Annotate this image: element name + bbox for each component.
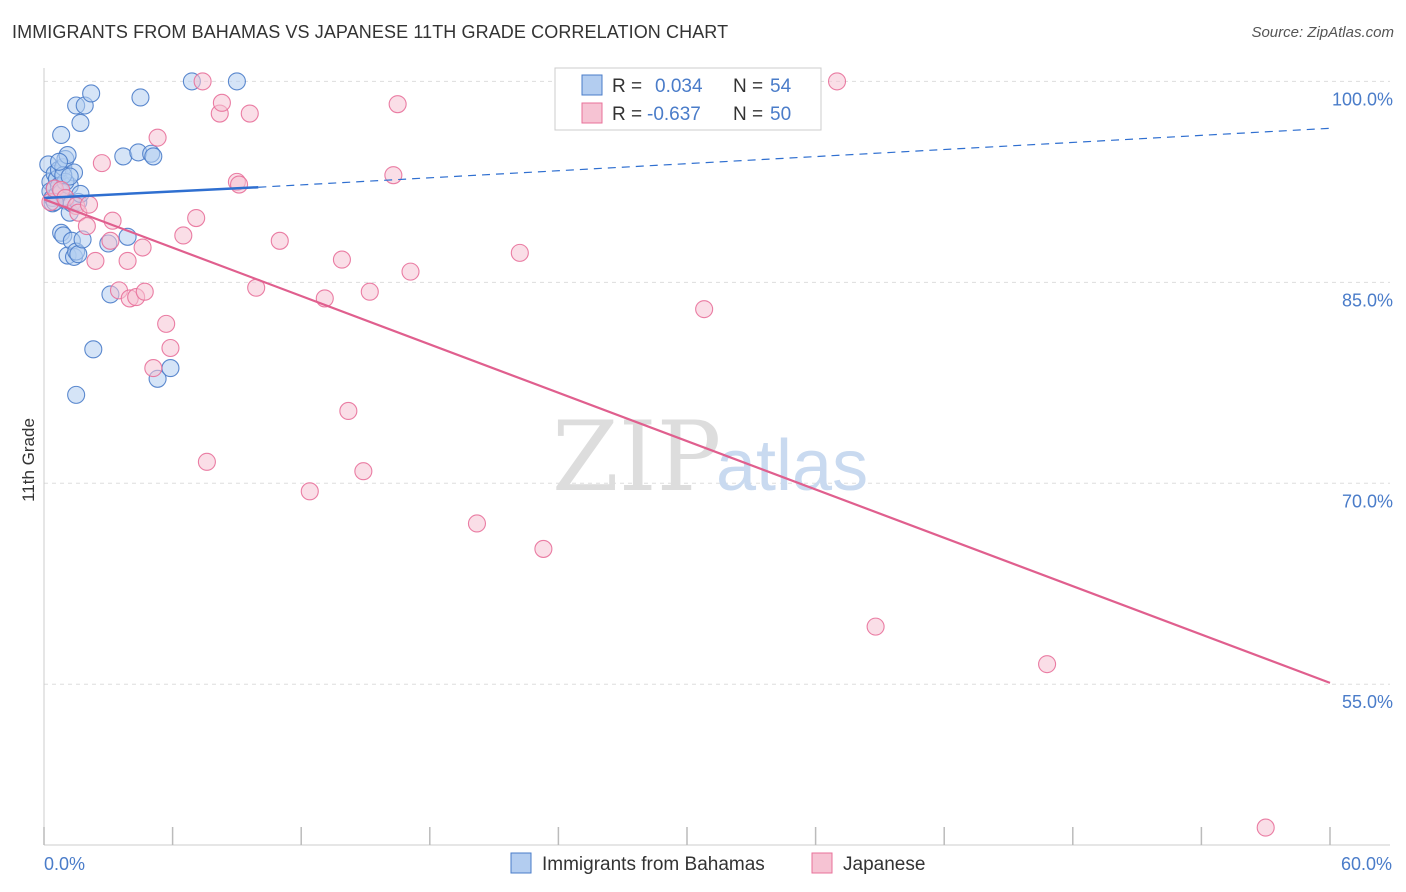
bahamas-point: [60, 167, 79, 186]
japanese-point: [133, 238, 152, 257]
bahamas-point: [131, 88, 150, 107]
x-tick-labels: 0.0% 60.0%: [44, 854, 1392, 874]
japanese-point: [354, 462, 373, 481]
watermark: ZIP atlas: [552, 401, 868, 513]
bottom-legend-label-bahamas: Immigrants from Bahamas: [542, 854, 765, 875]
japanese-point: [101, 231, 120, 250]
y-tick-label: 70.0%: [1342, 491, 1393, 511]
japanese-point: [300, 482, 319, 501]
japanese-point: [339, 401, 358, 421]
japanese-point: [197, 452, 216, 471]
legend-r-label-japanese: R =: [612, 104, 642, 125]
japanese-point: [332, 250, 351, 269]
legend-r-value-bahamas: 0.034: [655, 76, 703, 97]
bottom-legend-label-japanese: Japanese: [843, 854, 925, 875]
japanese-trend-line: [43, 198, 1331, 684]
japanese-point: [77, 217, 96, 236]
x-tick-label: 60.0%: [1341, 854, 1392, 874]
japanese-point: [118, 251, 137, 270]
legend-r-value-japanese: -0.637: [647, 104, 701, 125]
japanese-point: [384, 166, 403, 185]
chart-title: IMMIGRANTS FROM BAHAMAS VS JAPANESE 11TH…: [12, 22, 729, 42]
japanese-point: [401, 262, 420, 281]
japanese-point: [270, 231, 289, 250]
legend-n-label-japanese: N =: [733, 104, 763, 125]
y-tick-labels: 100.0% 85.0% 70.0% 55.0%: [1332, 89, 1393, 712]
trend-lines: [43, 127, 1331, 684]
legend-n-label-bahamas: N =: [733, 76, 763, 97]
watermark-zip: ZIP: [552, 401, 721, 513]
japanese-point: [360, 282, 379, 301]
japanese-point: [86, 251, 105, 270]
japanese-point: [135, 282, 154, 301]
japanese-point: [866, 617, 885, 636]
japanese-point: [229, 175, 249, 194]
bahamas-point: [82, 84, 101, 103]
japanese-point: [187, 208, 206, 228]
series-japanese-points: [41, 72, 1275, 837]
legend-r-label-bahamas: R =: [612, 76, 642, 97]
bahamas-point: [67, 385, 86, 404]
japanese-point: [79, 195, 99, 214]
bottom-legend: Immigrants from Bahamas Japanese: [510, 852, 925, 875]
japanese-point: [1256, 818, 1275, 837]
legend-swatch-japanese: [581, 102, 603, 124]
y-tick-label: 55.0%: [1342, 692, 1393, 712]
chart-source: Source: ZipAtlas.com: [1251, 24, 1394, 41]
japanese-point: [92, 154, 111, 173]
watermark-atlas: atlas: [716, 426, 868, 506]
japanese-point: [148, 128, 167, 147]
japanese-point: [388, 95, 407, 114]
legend-n-value-japanese: 50: [770, 104, 791, 125]
bottom-legend-swatch-bahamas: [510, 852, 532, 874]
bahamas-point: [114, 147, 133, 166]
japanese-point: [1038, 655, 1057, 674]
japanese-point: [510, 243, 529, 262]
legend-box: R = 0.034 N = 54 R = -0.637 N = 50: [554, 67, 822, 131]
bahamas-point: [161, 359, 180, 378]
legend-swatch-bahamas: [581, 74, 603, 96]
japanese-point: [534, 539, 553, 558]
series-bahamas-points: [39, 72, 246, 404]
gridlines: [44, 80, 1390, 685]
bahamas-point: [144, 147, 163, 166]
japanese-point: [240, 104, 259, 123]
legend-n-value-bahamas: 54: [770, 76, 792, 97]
japanese-point: [695, 300, 714, 319]
bahamas-point: [84, 340, 103, 359]
japanese-point: [827, 72, 847, 91]
japanese-point: [467, 514, 487, 533]
bahamas-point: [227, 72, 246, 91]
y-axis-title: 11th Grade: [19, 418, 38, 502]
bahamas-point: [71, 113, 90, 132]
bahamas-trend-line: [43, 185, 259, 200]
y-tick-label: 85.0%: [1342, 290, 1393, 310]
bottom-legend-swatch-japanese: [811, 852, 833, 874]
japanese-point: [193, 72, 212, 91]
x-tick-label: 0.0%: [44, 854, 85, 874]
bahamas-point: [49, 152, 69, 171]
japanese-point: [212, 93, 231, 112]
japanese-point: [144, 359, 163, 378]
japanese-point: [161, 338, 180, 358]
y-tick-label: 100.0%: [1332, 89, 1393, 109]
japanese-point: [174, 226, 193, 245]
bahamas-point: [52, 125, 71, 145]
axes: [43, 68, 1390, 846]
bahamas-trend-extension: [258, 127, 1331, 188]
japanese-point: [157, 314, 176, 333]
